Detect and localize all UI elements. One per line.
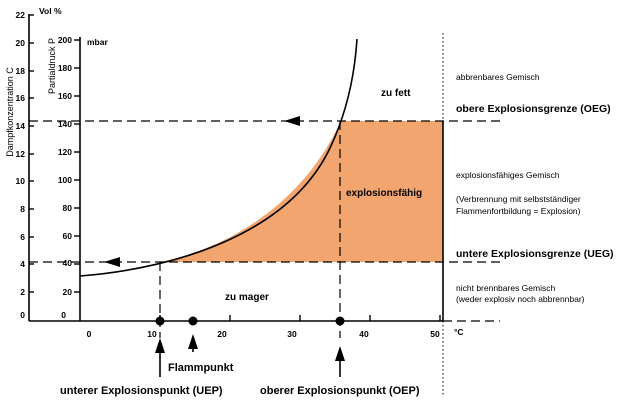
- inner-axis-tick-labels: 200 180 160 140 120 100 80 60 40 20 0: [58, 35, 72, 320]
- inner-tick-label: 60: [63, 231, 73, 241]
- left-tick-label: 18: [16, 66, 26, 76]
- label-explosion-note-2: Flammenfortbildung = Explosion): [456, 206, 581, 216]
- inner-tick-label: 40: [63, 258, 73, 268]
- zone-label-rich: zu fett: [381, 88, 411, 99]
- explosive-region: [160, 121, 443, 262]
- label-non-combustible-2: (weder explosiv noch abbrennbar): [456, 294, 585, 304]
- label-uep: unterer Explosionspunkt (UEP): [60, 385, 223, 397]
- uep-point: [155, 316, 165, 326]
- left-tick-label: 20: [16, 38, 26, 48]
- left-tick-label: 8: [20, 204, 25, 214]
- x-tick-label: 50: [430, 329, 440, 339]
- x-axis-tick-labels: 0 10 20 30 40 50 °C: [87, 327, 464, 339]
- inner-axis-unit: mbar: [87, 37, 108, 47]
- x-axis-ticks: [159, 315, 441, 321]
- left-tick-label: 4: [20, 259, 25, 269]
- oep-point: [335, 316, 345, 326]
- label-flashpoint: Flammpunkt: [168, 362, 234, 374]
- inner-tick-label: 0: [61, 310, 66, 320]
- left-axis-tick-labels: 22 20 18 16 14 12 10 8 6 4 2 0: [16, 10, 26, 320]
- inner-tick-label: 160: [58, 91, 72, 101]
- ueg-arrow: [104, 257, 120, 267]
- oeg-arrow: [284, 116, 300, 126]
- inner-axis-ticks: [74, 39, 80, 293]
- flashpoint-point: [188, 316, 198, 326]
- inner-axis-title: Partialdruck P: [47, 38, 57, 94]
- inner-tick-label: 20: [63, 287, 73, 297]
- x-axis-unit: °C: [454, 327, 464, 337]
- left-axis-unit: Vol %: [39, 6, 62, 16]
- left-tick-label: 10: [16, 176, 26, 186]
- x-tick-label: 40: [359, 329, 369, 339]
- zone-label-explosive: explosionsfähig: [346, 188, 422, 199]
- left-tick-label: 6: [20, 232, 25, 242]
- left-tick-label: 0: [20, 310, 25, 320]
- inner-tick-label: 200: [58, 35, 72, 45]
- left-axis-ticks: [29, 14, 34, 293]
- left-tick-label: 14: [16, 121, 26, 131]
- label-explosion-note-1: (Verbrennung mit selbstständiger: [456, 194, 581, 204]
- x-tick-label: 10: [147, 329, 157, 339]
- x-tick-label: 20: [217, 329, 227, 339]
- left-axis-title: Dampfkonzentration C: [5, 67, 15, 157]
- inner-tick-label: 80: [63, 203, 73, 213]
- inner-tick-label: 140: [58, 119, 72, 129]
- uep-up-arrow: [155, 338, 165, 377]
- label-oeg: obere Explosionsgrenze (OEG): [456, 103, 611, 115]
- left-tick-label: 12: [16, 149, 26, 159]
- label-oep: oberer Explosionspunkt (OEP): [260, 385, 420, 397]
- left-tick-label: 16: [16, 93, 26, 103]
- label-combustible-mixture: abbrenbares Gemisch: [456, 72, 540, 82]
- vapor-pressure-curve: [79, 38, 358, 277]
- inner-tick-label: 180: [58, 63, 72, 73]
- label-ueg: untere Explosionsgrenze (UEG): [456, 248, 614, 260]
- left-tick-label: 2: [20, 287, 25, 297]
- oep-up-arrow: [335, 346, 345, 377]
- inner-tick-label: 100: [58, 175, 72, 185]
- x-tick-label: 30: [287, 329, 297, 339]
- left-tick-label: 22: [16, 10, 26, 20]
- x-tick-label: 0: [87, 329, 92, 339]
- inner-tick-label: 120: [58, 147, 72, 157]
- label-non-combustible-1: nicht brennbares Gemisch: [456, 283, 555, 293]
- flashpoint-up-arrow: [188, 334, 198, 352]
- label-explosive-mixture: explosionsfähiges Gemisch: [456, 170, 560, 180]
- zone-label-lean: zu mager: [225, 292, 269, 303]
